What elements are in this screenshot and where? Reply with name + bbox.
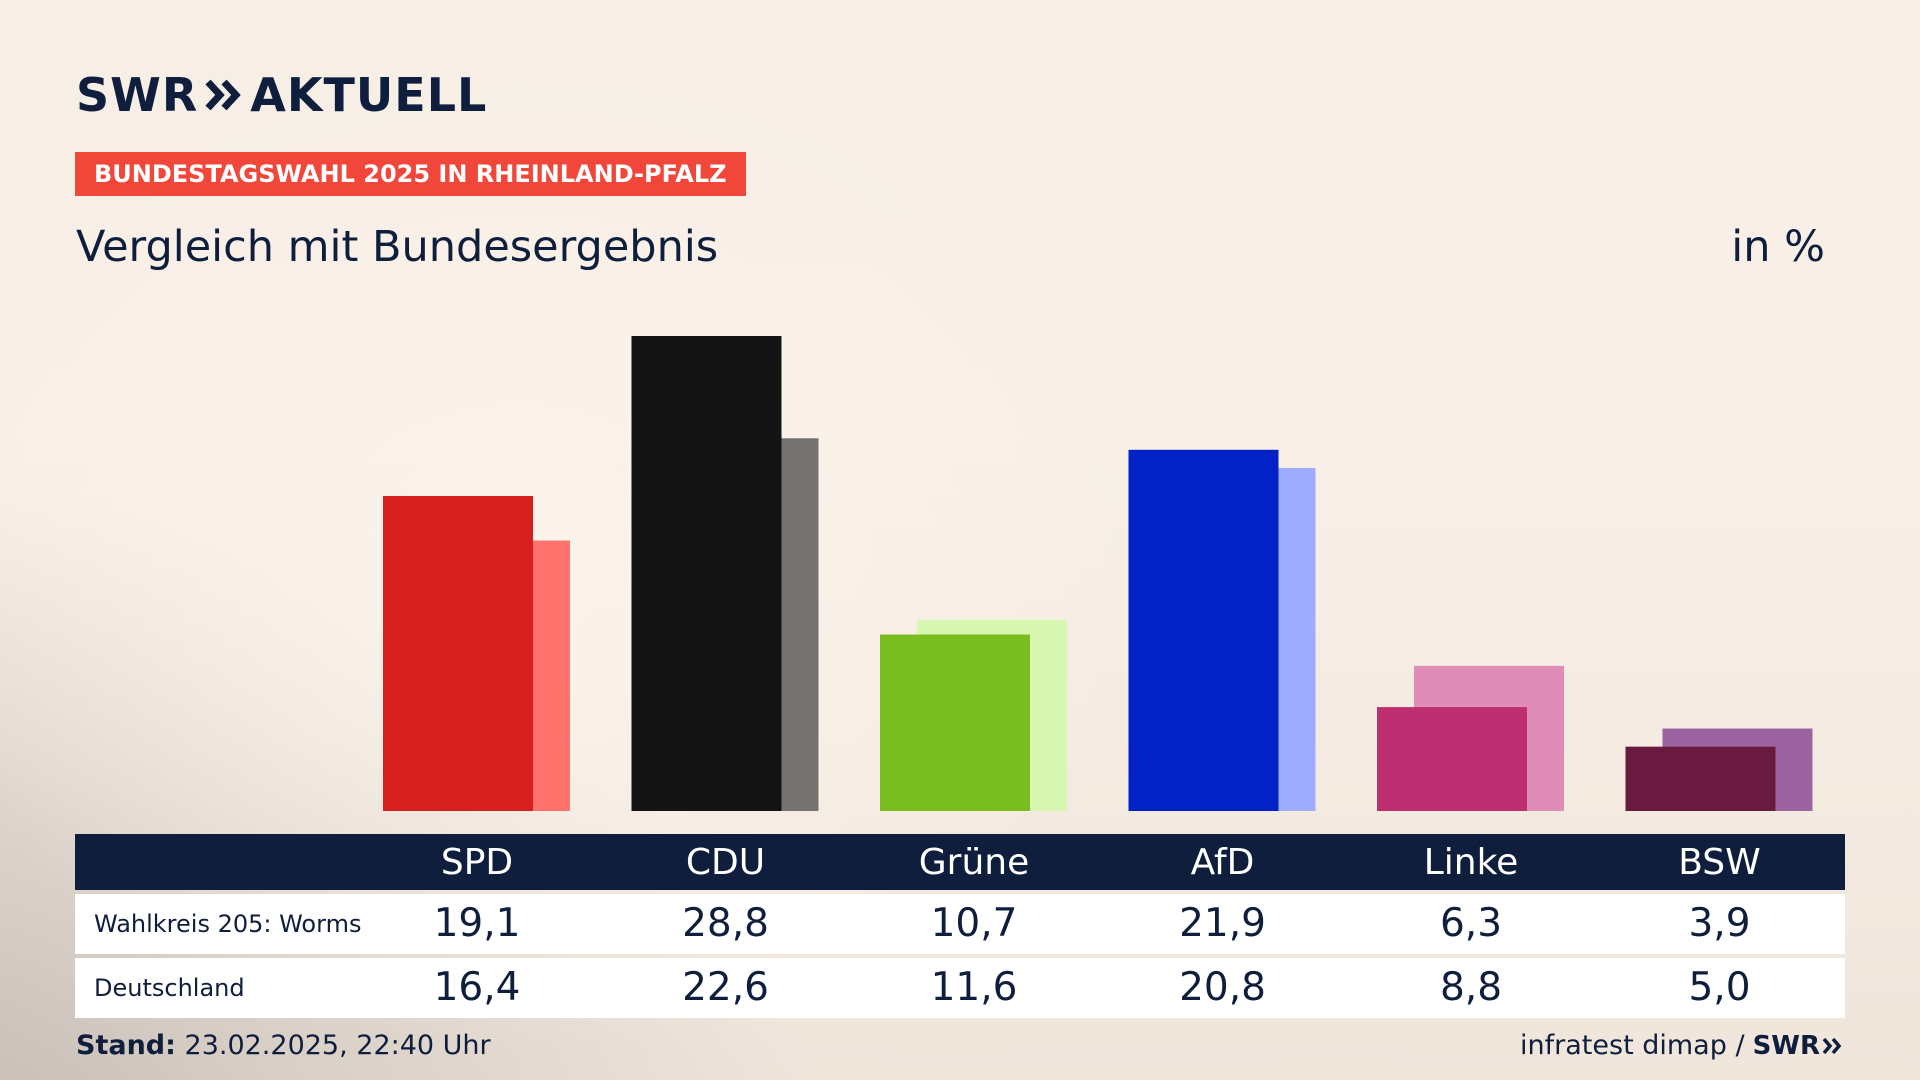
row-label: Deutschland [94,974,245,1002]
source-text: infratest dimap / [1520,1030,1745,1061]
row-label: Wahlkreis 205: Worms [94,910,362,938]
bar-wahlkreis-linke [1377,707,1527,811]
table-row: Deutschland 16,4 22,6 11,6 20,8 8,8 5,0 [75,958,1845,1018]
logo-text: SWR [76,68,199,122]
logo-suffix: AKTUELL [250,68,488,122]
data-label: 19,1 [433,901,521,946]
double-chevron-icon [205,79,242,111]
bar-wahlkreis-bsw [1625,746,1776,811]
column-header-linke: Linke [1423,842,1519,883]
unit-label: in % [1731,222,1825,272]
data-label: 21,9 [1179,901,1266,946]
source-credit: infratest dimap / SWR [1520,1030,1844,1061]
column-header-cdu: CDU [685,842,766,883]
election-badge: BUNDESTAGSWAHL 2025 IN RHEINLAND-PFALZ [75,152,746,196]
bar-wahlkreis-spd [383,495,533,811]
data-label: 5,0 [1688,965,1751,1010]
data-label: 6,3 [1439,901,1503,946]
column-header-afd: AfD [1190,842,1255,883]
data-label: 20,8 [1179,965,1266,1010]
stand-label: Stand: [76,1030,176,1061]
swr-aktuell-logo: SWR AKTUELL [76,68,487,122]
column-header-bsw: BSW [1678,842,1761,883]
data-label: 10,7 [930,901,1018,946]
chart-title: Vergleich mit Bundesergebnis [76,222,719,272]
table-header: SPD CDU Grüne AfD Linke BSW [75,834,1845,890]
data-label: 11,6 [930,965,1018,1010]
data-label: 22,6 [682,965,769,1010]
bar-chart [383,336,1813,811]
column-header-grüne: Grüne [918,842,1030,883]
swr-small-logo-text: SWR [1752,1030,1820,1061]
timestamp: Stand: 23.02.2025, 22:40 Uhr [76,1030,491,1061]
swr-small-logo: SWR [1753,1031,1844,1061]
double-chevron-icon [1822,1037,1842,1054]
column-header-spd: SPD [440,842,514,883]
data-label: 16,4 [433,965,521,1010]
results-table: SPD CDU Grüne AfD Linke BSW Wahlkreis 205: Wo… [75,834,1845,1018]
data-label: 28,8 [682,901,769,946]
table-row: Wahlkreis 205: Worms 19,1 28,8 10,7 21,9 6,3… [75,894,1845,954]
bar-wahlkreis-grüne [880,634,1030,811]
data-label: 3,9 [1688,901,1751,946]
bar-wahlkreis-cdu [631,336,782,811]
stand-value: 23.02.2025, 22:40 Uhr [184,1030,491,1061]
bar-wahlkreis-afd [1128,449,1279,811]
data-label: 8,8 [1439,965,1503,1010]
